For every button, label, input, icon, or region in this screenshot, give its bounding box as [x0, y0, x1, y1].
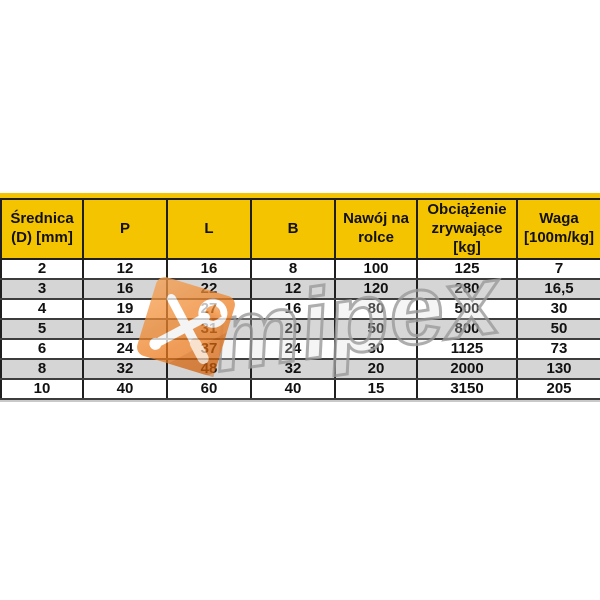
table-row: 5 21 31 20 50 800 50 [0, 318, 600, 341]
table-cell: 5 [0, 318, 84, 341]
table-cell: 24 [250, 338, 336, 361]
table-cell: 120 [334, 278, 418, 301]
table-row: 8 32 48 32 20 2000 130 [0, 358, 600, 381]
table-cell: 2 [0, 258, 84, 281]
table-cell: 32 [82, 358, 168, 381]
table-body: 2 12 16 8 100 125 7 3 16 22 12 120 280 1… [0, 258, 600, 401]
table-cell: 32 [250, 358, 336, 381]
table-cell: 15 [334, 378, 418, 401]
table-cell: 280 [416, 278, 518, 301]
column-header-breaking-load: Obciążenie zrywające [kg] [416, 197, 518, 261]
table-cell: 19 [82, 298, 168, 321]
table-cell: 100 [334, 258, 418, 281]
table-cell: 130 [516, 358, 600, 381]
table-cell: 16,5 [516, 278, 600, 301]
table-cell: 10 [0, 378, 84, 401]
spec-table: Średnica (D) [mm] P L B Nawój na rolce O… [0, 197, 600, 401]
table-cell: 16 [166, 258, 252, 281]
table-cell: 8 [0, 358, 84, 381]
table-cell: 20 [334, 358, 418, 381]
table-cell: 80 [334, 298, 418, 321]
table-cell: 4 [0, 298, 84, 321]
column-header-l: L [166, 197, 252, 261]
table-cell: 7 [516, 258, 600, 281]
table-cell: 16 [82, 278, 168, 301]
table-cell: 12 [250, 278, 336, 301]
column-header-p: P [82, 197, 168, 261]
table-cell: 16 [250, 298, 336, 321]
table-cell: 40 [250, 378, 336, 401]
table-header-row: Średnica (D) [mm] P L B Nawój na rolce O… [0, 197, 600, 261]
table-cell: 27 [166, 298, 252, 321]
spec-table-block: Średnica (D) [mm] P L B Nawój na rolce O… [0, 193, 600, 403]
table-row: 4 19 27 16 80 500 30 [0, 298, 600, 321]
table-cell: 60 [166, 378, 252, 401]
table-row: 2 12 16 8 100 125 7 [0, 258, 600, 281]
table-cell: 30 [334, 338, 418, 361]
table-cell: 205 [516, 378, 600, 401]
table-row: 3 16 22 12 120 280 16,5 [0, 278, 600, 301]
column-header-diameter: Średnica (D) [mm] [0, 197, 84, 261]
table-cell: 2000 [416, 358, 518, 381]
table-bottom-shadow-line [0, 400, 600, 403]
table-cell: 50 [516, 318, 600, 341]
table-cell: 12 [82, 258, 168, 281]
column-header-b: B [250, 197, 336, 261]
table-cell: 24 [82, 338, 168, 361]
table-cell: 20 [250, 318, 336, 341]
table-cell: 21 [82, 318, 168, 341]
table-row: 10 40 60 40 15 3150 205 [0, 378, 600, 401]
table-top-accent-strip [0, 193, 600, 198]
table-cell: 30 [516, 298, 600, 321]
table-cell: 125 [416, 258, 518, 281]
table-cell: 6 [0, 338, 84, 361]
column-header-roll-length: Nawój na rolce [334, 197, 418, 261]
table-cell: 1125 [416, 338, 518, 361]
table-cell: 3 [0, 278, 84, 301]
table-cell: 40 [82, 378, 168, 401]
column-header-weight: Waga [100m/kg] [516, 197, 600, 261]
table-cell: 500 [416, 298, 518, 321]
table-row: 6 24 37 24 30 1125 73 [0, 338, 600, 361]
table-cell: 3150 [416, 378, 518, 401]
table-cell: 50 [334, 318, 418, 341]
table-cell: 73 [516, 338, 600, 361]
table-cell: 48 [166, 358, 252, 381]
table-cell: 8 [250, 258, 336, 281]
table-cell: 37 [166, 338, 252, 361]
table-cell: 31 [166, 318, 252, 341]
table-cell: 22 [166, 278, 252, 301]
table-cell: 800 [416, 318, 518, 341]
